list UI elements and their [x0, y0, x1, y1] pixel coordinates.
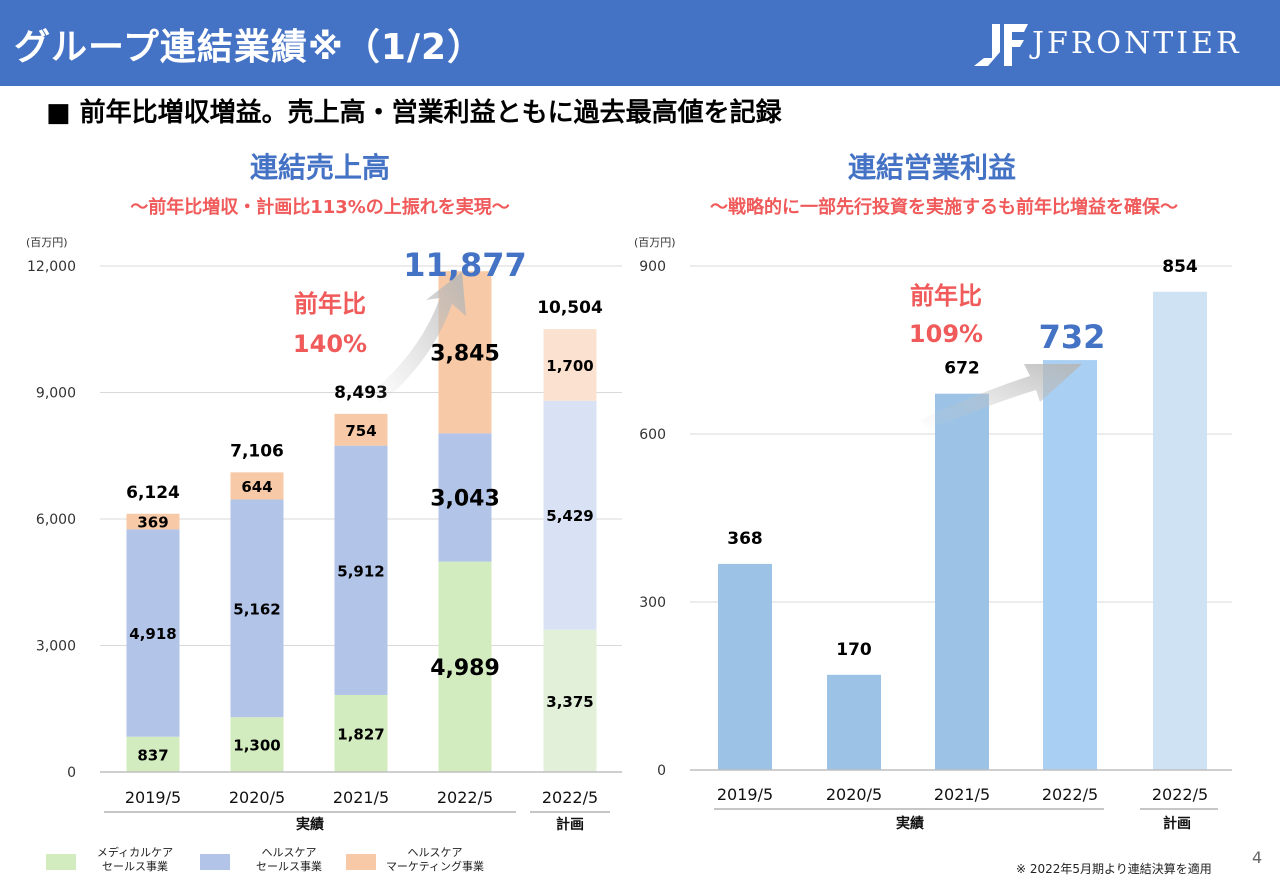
y-tick-label: 12,000	[27, 259, 76, 275]
x-tick-label: 2022/5	[542, 788, 598, 807]
data-label: 5,162	[233, 600, 280, 618]
profit-bar	[827, 674, 881, 770]
growth-arrow-icon	[920, 364, 1082, 430]
group-label: 実績	[896, 815, 924, 832]
bar-segment-medical	[543, 629, 597, 772]
bar-segment-health-sales	[543, 400, 597, 630]
legend-label: メディカルケア	[96, 846, 174, 859]
bar-segment-health-sales	[126, 529, 180, 737]
data-label: 1,700	[546, 357, 593, 375]
x-tick-label: 2021/5	[333, 788, 389, 807]
page-number: 4	[1252, 848, 1263, 867]
y-tick-label: 600	[639, 427, 666, 443]
bar-segment-health-sales	[230, 499, 284, 718]
x-tick-label: 2022/5	[437, 788, 493, 807]
data-label: 369	[137, 514, 168, 532]
x-tick-label: 2019/5	[125, 788, 181, 807]
sales-chart-title: 連結売上高	[249, 151, 391, 184]
bar-segment-health-sales	[334, 445, 388, 695]
total-label: 8,493	[334, 383, 388, 403]
company-logo: JFRONTIER	[970, 20, 1240, 70]
sales-chart-subtitle: ～前年比増収・計画比113%の上振れを実現～	[130, 197, 510, 218]
bar-segment-medical	[230, 717, 284, 772]
value-label: 170	[836, 640, 872, 660]
total-label: 7,106	[230, 441, 284, 461]
legend-swatch	[46, 854, 76, 870]
bar-segment-health-marketing	[543, 329, 597, 401]
footnote: ※ 2022年5月期より連結決算を適用	[1016, 862, 1212, 876]
x-tick-label: 2022/5	[1042, 785, 1098, 804]
data-label: 4,918	[129, 625, 176, 643]
y-axis-unit: (百万円)	[26, 236, 68, 249]
growth-arrow-icon	[372, 272, 466, 404]
profit-chart-subtitle: ～戦略的に一部先行投資を実施するも前年比増益を確保～	[710, 197, 1178, 218]
y-tick-label: 300	[639, 595, 666, 611]
value-label: 672	[944, 359, 980, 379]
data-label: 644	[241, 478, 272, 496]
legend-label: セールス事業	[102, 860, 168, 873]
data-label: 3,375	[546, 693, 593, 711]
data-label: 5,912	[337, 562, 384, 580]
y-tick-label: 900	[639, 259, 666, 275]
bar-segment-health-marketing	[126, 513, 180, 530]
data-label: 3,043	[430, 486, 500, 511]
group-label: 実績	[296, 816, 324, 833]
data-label: 754	[345, 422, 376, 440]
bar-segment-medical	[438, 561, 492, 772]
page-title: グループ連結業績※（1/2）	[14, 27, 485, 68]
header-bar: グループ連結業績※（1/2） JFRONTIER	[0, 0, 1280, 86]
legend-label: マーケティング事業	[385, 860, 485, 873]
y-tick-label: 6,000	[36, 512, 76, 528]
bar-segment-health-marketing	[334, 413, 388, 446]
y-tick-label: 9,000	[36, 386, 76, 402]
value-label-highlight: 732	[1039, 318, 1106, 356]
y-tick-label: 0	[657, 763, 666, 779]
annotation-label: 前年比	[910, 282, 982, 310]
annotation-label: 前年比	[294, 290, 366, 318]
bar-segment-medical	[334, 694, 388, 772]
bar-segment-medical	[126, 736, 180, 772]
annotation-label: 109%	[909, 320, 983, 348]
group-label: 計画	[556, 816, 584, 833]
jf-logo-icon	[974, 24, 1028, 66]
annotation-label: 140%	[293, 330, 367, 358]
x-tick-label: 2021/5	[934, 785, 990, 804]
data-label: 1,827	[337, 725, 384, 743]
total-label: 6,124	[126, 483, 180, 503]
legend-label: ヘルスケア	[407, 846, 463, 859]
group-label: 計画	[1163, 815, 1191, 832]
profit-bar	[935, 393, 989, 770]
profit-chart-title: 連結営業利益	[847, 151, 1017, 184]
data-label: 837	[137, 746, 168, 764]
profit-bar	[1153, 291, 1207, 770]
x-tick-label: 2020/5	[826, 785, 882, 804]
bar-segment-health-marketing	[230, 472, 284, 500]
value-label: 368	[727, 529, 763, 549]
data-label: 3,845	[430, 341, 500, 366]
logo-text: JFRONTIER	[1032, 26, 1242, 61]
data-label: 1,300	[233, 737, 280, 755]
data-label: 4,989	[430, 656, 500, 681]
total-label-highlight: 11,877	[403, 246, 526, 284]
y-tick-label: 0	[67, 765, 76, 781]
legend-swatch	[346, 854, 376, 870]
total-label: 10,504	[537, 298, 603, 318]
profit-bar	[1043, 360, 1097, 770]
x-tick-label: 2019/5	[717, 785, 773, 804]
profit-bar	[718, 563, 772, 770]
bar-segment-health-sales	[438, 433, 492, 562]
legend-label: ヘルスケア	[261, 846, 317, 859]
legend-swatch	[200, 854, 230, 870]
data-label: 5,429	[546, 507, 593, 525]
value-label: 854	[1162, 257, 1198, 277]
page-subtitle: ■ 前年比増収増益。売上高・営業利益ともに過去最高値を記録	[46, 98, 782, 128]
y-axis-unit: (百万円)	[634, 236, 676, 249]
legend-label: セールス事業	[256, 860, 322, 873]
x-tick-label: 2022/5	[1152, 785, 1208, 804]
y-tick-label: 3,000	[36, 639, 76, 655]
x-tick-label: 2020/5	[229, 788, 285, 807]
